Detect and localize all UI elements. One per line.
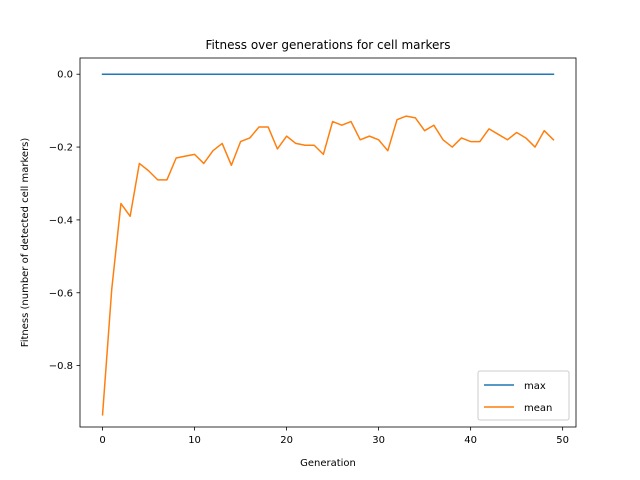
x-tick-label: 20 <box>280 435 293 446</box>
legend-label-mean: mean <box>524 403 552 414</box>
legend: max mean <box>477 370 570 421</box>
y-tick-label: −0.6 <box>49 288 73 299</box>
y-tick-label: −0.4 <box>49 215 73 226</box>
x-tick-label: 40 <box>464 435 477 446</box>
y-tick-label: −0.8 <box>49 361 73 372</box>
x-tick-label: 30 <box>372 435 385 446</box>
plot-frame <box>79 57 577 428</box>
ticks: 0 10 20 30 40 50 0.0 −0.2 −0.4 −0.6 −0.8 <box>49 70 569 446</box>
chart-title: Fitness over generations for cell marker… <box>205 38 450 52</box>
x-axis-label: Generation <box>300 458 356 469</box>
x-tick-label: 0 <box>99 435 105 446</box>
legend-label-max: max <box>524 381 546 392</box>
series-line-mean <box>101 115 555 416</box>
plot-area <box>101 73 555 416</box>
y-tick-label: 0.0 <box>57 70 73 81</box>
y-axis-label: Fitness (number of detected cell markers… <box>20 138 31 348</box>
x-tick-label: 50 <box>556 435 569 446</box>
x-tick-label: 10 <box>188 435 201 446</box>
y-tick-label: −0.2 <box>49 143 73 154</box>
